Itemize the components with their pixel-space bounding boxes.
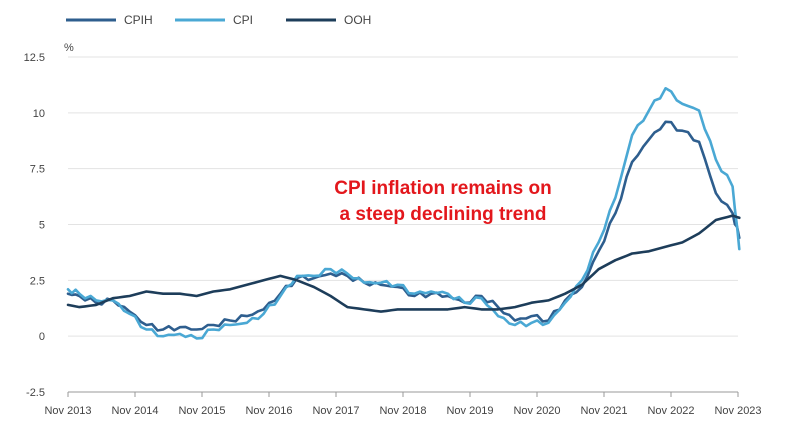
- series-line-cpih: [66, 120, 741, 332]
- y-axis-unit-label: %: [64, 42, 74, 54]
- legend-label-cpih: CPIH: [124, 13, 153, 27]
- y-tick-label: 7.5: [30, 164, 45, 176]
- y-tick-label: 10: [33, 108, 45, 120]
- series-line-cpi: [66, 87, 741, 340]
- y-tick-label: 5: [39, 220, 45, 232]
- annotation-line-2: a steep declining trend: [340, 204, 547, 225]
- legend: CPIH CPI OOH: [66, 13, 371, 27]
- x-tick-label: Nov 2017: [312, 405, 359, 417]
- y-tick-label: 2.5: [30, 275, 45, 287]
- y-tick-label: 12.5: [24, 52, 45, 64]
- y-tick-label: 0: [39, 331, 45, 343]
- series-line-ooh: [66, 214, 741, 313]
- legend-label-ooh: OOH: [344, 13, 371, 27]
- x-tick-label: Nov 2022: [647, 405, 694, 417]
- x-tick-label: Nov 2018: [379, 405, 426, 417]
- x-tick-label: Nov 2020: [513, 405, 560, 417]
- x-tick-label: Nov 2013: [44, 405, 91, 417]
- x-tick-label: Nov 2016: [245, 405, 292, 417]
- x-tick-label: Nov 2021: [580, 405, 627, 417]
- axes: 12.5 10 7.5 5 2.5 0 -2.5 Nov 2013 Nov 2014 Nov 20…: [24, 52, 762, 417]
- series-lines: [66, 87, 741, 340]
- x-tick-label: Nov 2023: [714, 405, 761, 417]
- y-tick-label: -2.5: [26, 387, 45, 399]
- legend-label-cpi: CPI: [233, 13, 253, 27]
- x-tick-label: Nov 2014: [111, 405, 158, 417]
- x-tick-label: Nov 2015: [178, 405, 225, 417]
- x-tick-label: Nov 2019: [446, 405, 493, 417]
- annotation-line-1: CPI inflation remains on: [334, 178, 551, 199]
